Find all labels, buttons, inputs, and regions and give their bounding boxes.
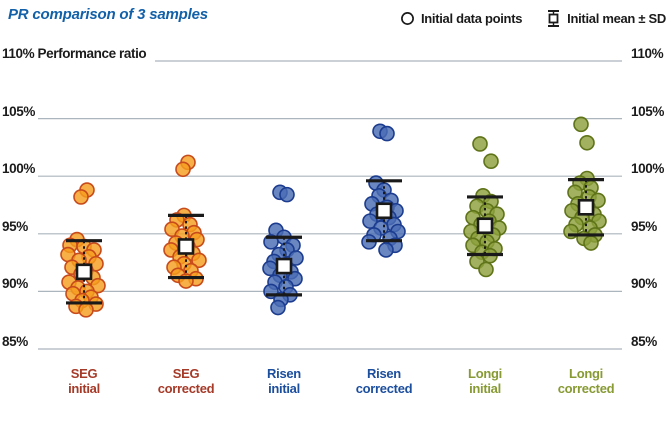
y-tick-label-left: 105%: [2, 103, 35, 119]
x-axis-group-label-line: corrected: [557, 381, 615, 396]
y-tick-label-left: 100%: [2, 161, 35, 177]
y-tick-label-right: 90%: [631, 276, 657, 292]
mean-marker: [275, 257, 293, 275]
data-point: [73, 189, 89, 205]
data-point: [583, 235, 599, 251]
y-tick-label-right: 95%: [631, 218, 657, 234]
legend: Initial data points Initial mean ± SD: [400, 9, 666, 28]
x-axis-group-label-line: Longi: [468, 366, 502, 381]
y-tick-label-right: 105%: [631, 103, 664, 119]
y-tick-label-right: 110%: [631, 46, 664, 61]
x-axis-group-label-line: initial: [268, 381, 300, 396]
mean-marker: [577, 199, 595, 216]
x-axis-group-label-line: Longi: [569, 366, 603, 381]
data-point: [378, 242, 394, 258]
x-axis-group-label: Risen corrected: [329, 366, 439, 396]
x-axis-group-label-line: corrected: [157, 381, 215, 396]
y-axis-unit-label: Performance ratio: [34, 46, 147, 61]
y-tick-label-left: 90%: [2, 276, 28, 292]
x-axis-group-label-line: corrected: [355, 381, 413, 396]
legend-points-label: Initial data points: [420, 11, 523, 26]
chart-title: PR comparison of 3 samples: [8, 6, 208, 23]
data-point: [478, 261, 494, 278]
data-point: [175, 161, 191, 178]
y-tick-label-left: 85%: [2, 334, 28, 349]
x-axis-group-label-line: SEG: [172, 366, 200, 381]
x-axis-group-label: Risen initial: [229, 366, 339, 396]
data-point: [78, 302, 94, 318]
legend-item-data-points: Initial data points: [400, 11, 522, 26]
legend-mean-label: Initial mean ± SD: [567, 11, 666, 26]
mean-marker: [476, 217, 494, 235]
errorbar-marker-icon: [548, 10, 560, 27]
data-point: [573, 116, 589, 133]
data-point: [279, 186, 295, 203]
x-axis-group-label: Longi initial: [430, 366, 540, 396]
legend-item-mean-sd: Initial mean ± SD: [546, 9, 666, 28]
y-tick-label-left: 95%: [2, 218, 28, 234]
data-point: [362, 213, 378, 229]
circle-marker-icon: [401, 12, 414, 25]
x-axis-group-label-line: Risen: [367, 366, 401, 381]
data-point: [483, 153, 499, 170]
x-axis-group-label-line: initial: [68, 381, 100, 396]
x-axis-group-label: SEG corrected: [131, 366, 241, 396]
mean-marker: [177, 238, 195, 255]
x-axis-group-label-line: SEG: [70, 366, 98, 381]
data-point: [472, 136, 488, 152]
x-axis-group-label-line: Risen: [267, 366, 301, 381]
mean-marker: [375, 202, 393, 220]
data-point: [379, 125, 395, 142]
y-tick-label-right: 85%: [631, 334, 657, 349]
y-tick-label-left: 110% Performance ratio: [2, 46, 147, 61]
x-axis-group-label: SEG initial: [29, 366, 139, 396]
mean-marker: [75, 263, 93, 281]
x-axis-group-label-line: initial: [469, 381, 501, 396]
y-tick-label-right: 100%: [631, 161, 664, 177]
data-point: [270, 299, 286, 316]
data-point: [191, 252, 207, 269]
x-axis-group-label: Longi corrected: [531, 366, 641, 396]
data-point: [579, 134, 595, 151]
